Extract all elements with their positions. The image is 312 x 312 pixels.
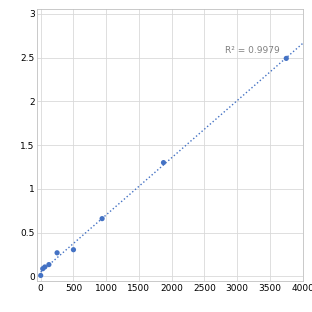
Point: [38, 273, 43, 278]
Point: [46, 262, 51, 267]
Point: [40, 266, 45, 271]
Point: [71, 247, 76, 252]
Point: [100, 216, 105, 221]
Point: [161, 160, 166, 165]
Point: [42, 265, 47, 270]
Point: [284, 56, 289, 61]
Point: [55, 250, 60, 255]
Text: R² = 0.9979: R² = 0.9979: [225, 46, 280, 55]
